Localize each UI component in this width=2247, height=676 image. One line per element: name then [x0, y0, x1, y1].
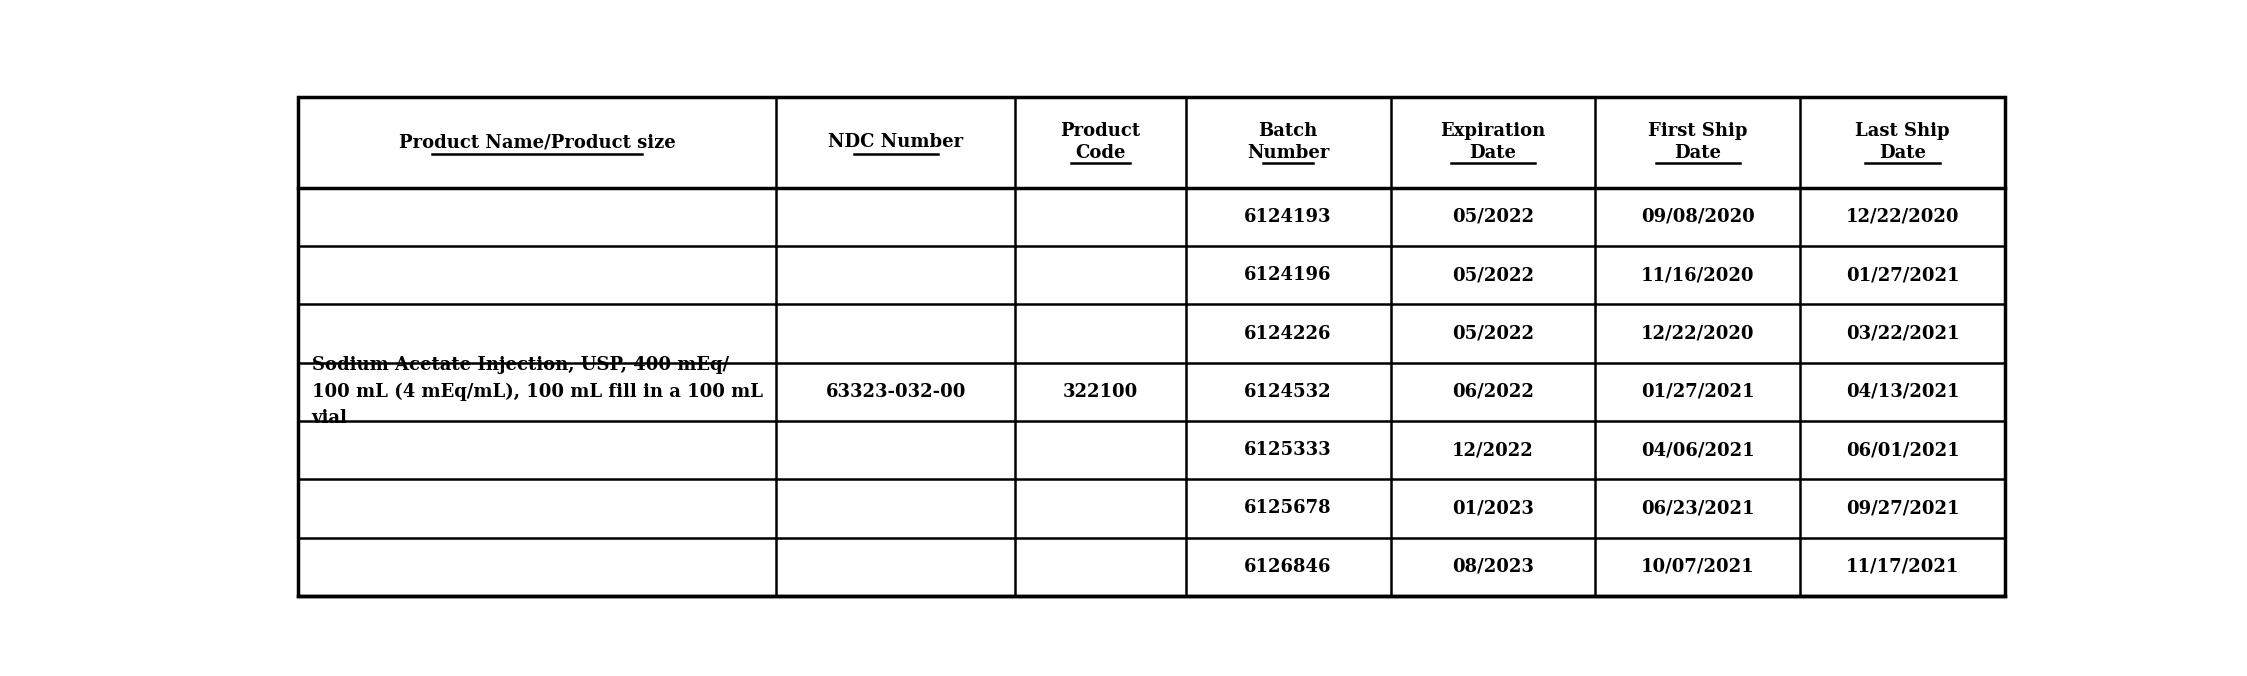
Text: 10/07/2021: 10/07/2021	[1640, 558, 1755, 576]
Text: 6124226: 6124226	[1245, 324, 1332, 343]
Text: 01/27/2021: 01/27/2021	[1845, 266, 1959, 285]
Text: Sodium Acetate Injection, USP, 400 mEq/
100 mL (4 mEq/mL), 100 mL fill in a 100 : Sodium Acetate Injection, USP, 400 mEq/ …	[312, 356, 762, 427]
Text: 6126846: 6126846	[1245, 558, 1332, 576]
Text: NDC Number: NDC Number	[829, 133, 964, 151]
Text: 12/2022: 12/2022	[1452, 441, 1535, 459]
Text: 01/2023: 01/2023	[1452, 500, 1535, 517]
Text: Product Name/Product size: Product Name/Product size	[398, 133, 676, 151]
Text: Expiration
Date: Expiration Date	[1440, 122, 1546, 162]
Text: 05/2022: 05/2022	[1452, 208, 1535, 226]
Text: 63323-032-00: 63323-032-00	[825, 383, 966, 401]
Text: First Ship
Date: First Ship Date	[1647, 122, 1748, 162]
Text: 06/23/2021: 06/23/2021	[1640, 500, 1755, 517]
Text: 05/2022: 05/2022	[1452, 324, 1535, 343]
Text: 12/22/2020: 12/22/2020	[1640, 324, 1755, 343]
Text: Last Ship
Date: Last Ship Date	[1856, 122, 1950, 162]
Text: 08/2023: 08/2023	[1452, 558, 1535, 576]
Text: 12/22/2020: 12/22/2020	[1845, 208, 1959, 226]
Text: 06/2022: 06/2022	[1452, 383, 1535, 401]
Text: 09/08/2020: 09/08/2020	[1640, 208, 1755, 226]
Text: 6125333: 6125333	[1245, 441, 1332, 459]
Text: 6124193: 6124193	[1245, 208, 1332, 226]
Text: 11/17/2021: 11/17/2021	[1845, 558, 1959, 576]
Text: 06/01/2021: 06/01/2021	[1845, 441, 1959, 459]
Text: 03/22/2021: 03/22/2021	[1845, 324, 1959, 343]
Text: Product
Code: Product Code	[1061, 122, 1141, 162]
Text: 6124196: 6124196	[1245, 266, 1332, 285]
Text: 09/27/2021: 09/27/2021	[1845, 500, 1959, 517]
Text: 322100: 322100	[1063, 383, 1137, 401]
Text: 01/27/2021: 01/27/2021	[1640, 383, 1755, 401]
Text: 05/2022: 05/2022	[1452, 266, 1535, 285]
Text: 11/16/2020: 11/16/2020	[1640, 266, 1755, 285]
Text: 6124532: 6124532	[1245, 383, 1332, 401]
Text: 6125678: 6125678	[1245, 500, 1332, 517]
Text: 04/13/2021: 04/13/2021	[1845, 383, 1959, 401]
Text: 04/06/2021: 04/06/2021	[1640, 441, 1755, 459]
Text: Batch
Number: Batch Number	[1247, 122, 1330, 162]
